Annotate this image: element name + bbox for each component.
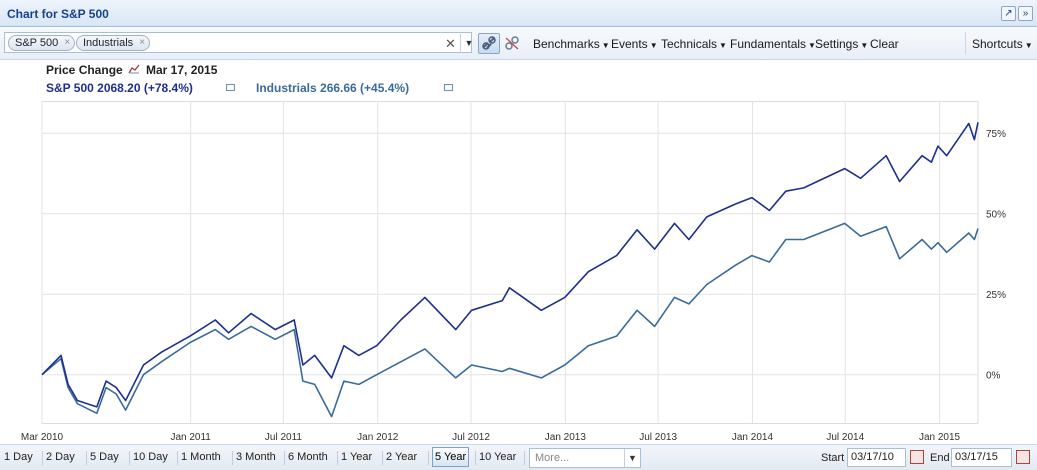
x-tick-label: Jul 2012 [452, 432, 490, 443]
x-tick-label: Jan 2014 [732, 432, 774, 443]
x-tick-label: Mar 2010 [21, 432, 64, 443]
chart-legend: Price Change Mar 17, 2015 S&P 500 2068.2… [0, 61, 1037, 101]
menu-events[interactable]: Events ▼ [611, 37, 658, 51]
chart-type-icon[interactable] [128, 64, 140, 77]
range-button-3-month[interactable]: 3 Month [236, 451, 276, 463]
chevron-down-icon[interactable]: ▼ [624, 449, 640, 467]
chart-lines [41, 122, 979, 418]
range-divider [232, 451, 233, 465]
symbol-tag-label: S&P 500 [15, 37, 59, 49]
remove-tag-icon[interactable]: × [139, 37, 146, 48]
y-tick-label: 50% [986, 210, 1006, 221]
range-button-5-year[interactable]: 5 Year [432, 447, 470, 467]
clear-button[interactable]: Clear [870, 37, 899, 51]
y-tick-label: 25% [986, 290, 1006, 301]
window-title: Chart for S&P 500 [7, 7, 109, 21]
price-change-label: Price Change [46, 63, 123, 77]
range-button-5-day[interactable]: 5 Day [90, 451, 119, 463]
range-button-1-day[interactable]: 1 Day [4, 451, 33, 463]
start-date-field[interactable]: 03/17/10 [847, 448, 906, 467]
remove-tag-icon[interactable]: × [64, 37, 71, 48]
toolbar-divider [965, 32, 966, 54]
x-tick-label: Jan 2015 [919, 432, 961, 443]
range-divider [382, 451, 383, 465]
symbol-input[interactable]: S&P 500 × Industrials × ✕ ▼ [4, 32, 473, 53]
range-button-10-day[interactable]: 10 Day [133, 451, 168, 463]
more-ranges-select[interactable]: More... ▼ [529, 448, 641, 468]
range-divider [129, 451, 130, 465]
y-tick-label: 75% [986, 129, 1006, 140]
symbol-tag[interactable]: S&P 500 × [8, 35, 76, 51]
end-label: End [930, 452, 950, 464]
clear-input-icon[interactable]: ✕ [445, 36, 456, 51]
start-label: Start [821, 452, 845, 464]
range-divider [428, 451, 429, 465]
range-divider [177, 451, 178, 465]
chart-grid [41, 101, 979, 424]
series-line-s-p-500 [41, 122, 979, 408]
x-tick-label: Jan 2013 [545, 432, 587, 443]
legend-date: Mar 17, 2015 [146, 63, 218, 77]
calendar-icon[interactable] [1016, 450, 1030, 464]
symbol-tag-label: Industrials [83, 37, 134, 49]
y-axis-labels: 75% 50% 25% 0% [986, 129, 1006, 382]
range-divider [524, 451, 525, 465]
range-button-1-year[interactable]: 1 Year [341, 451, 373, 463]
menu-shortcuts[interactable]: Shortcuts ▼ [972, 37, 1033, 51]
range-divider [284, 451, 285, 465]
range-divider [86, 451, 87, 465]
range-button-6-month[interactable]: 6 Month [288, 451, 328, 463]
x-tick-label: Jan 2012 [357, 432, 399, 443]
legend-series-industrials: Industrials 266.66 (+45.4%) [256, 81, 410, 95]
range-button-1-month[interactable]: 1 Month [181, 451, 221, 463]
y-tick-label: 0% [986, 371, 1001, 382]
range-divider [42, 451, 43, 465]
menu-fundamentals[interactable]: Fundamentals ▼ [730, 37, 816, 51]
range-button-2-day[interactable]: 2 Day [46, 451, 75, 463]
popout-icon[interactable]: ↗ [1001, 6, 1016, 21]
range-button-10-year[interactable]: 10 Year [479, 451, 517, 463]
menu-settings[interactable]: Settings ▼ [815, 37, 869, 51]
menu-benchmarks[interactable]: Benchmarks ▼ [533, 37, 610, 51]
toolbar: S&P 500 × Industrials × ✕ ▼ Benchmarks ▼ … [0, 28, 1037, 60]
menu-technicals[interactable]: Technicals ▼ [661, 37, 727, 51]
range-divider [475, 451, 476, 465]
range-button-2-year[interactable]: 2 Year [386, 451, 418, 463]
title-bar: Chart for S&P 500 ↗ » [0, 0, 1037, 27]
series-line-industrials [41, 222, 979, 418]
x-axis-labels: Mar 2010 Jan 2011 Jul 2011 Jan 2012 Jul 2012… [21, 432, 961, 443]
price-chart[interactable]: Mar 2010 Jan 2011 Jul 2011 Jan 2012 Jul 2012… [0, 101, 1037, 444]
link-icon[interactable] [478, 33, 500, 54]
x-tick-label: Jul 2013 [639, 432, 677, 443]
legend-series-sp500: S&P 500 2068.20 (+78.4%) [46, 81, 193, 95]
x-tick-label: Jan 2011 [170, 432, 211, 443]
chevron-down-icon[interactable]: ▼ [460, 34, 477, 53]
x-tick-label: Jul 2011 [265, 432, 303, 443]
unlink-icon[interactable] [501, 33, 523, 54]
series-chart-icon[interactable] [226, 84, 235, 91]
range-bar: 1 Day 2 Day 5 Day 10 Day 1 Month 3 Month 6 Mon… [0, 444, 1037, 470]
collapse-icon[interactable]: » [1018, 6, 1033, 21]
end-date-field[interactable]: 03/17/15 [951, 448, 1012, 467]
x-tick-label: Jul 2014 [826, 432, 864, 443]
range-divider [337, 451, 338, 465]
series-chart-icon[interactable] [444, 84, 453, 91]
symbol-tag[interactable]: Industrials × [76, 35, 151, 51]
calendar-icon[interactable] [910, 450, 924, 464]
